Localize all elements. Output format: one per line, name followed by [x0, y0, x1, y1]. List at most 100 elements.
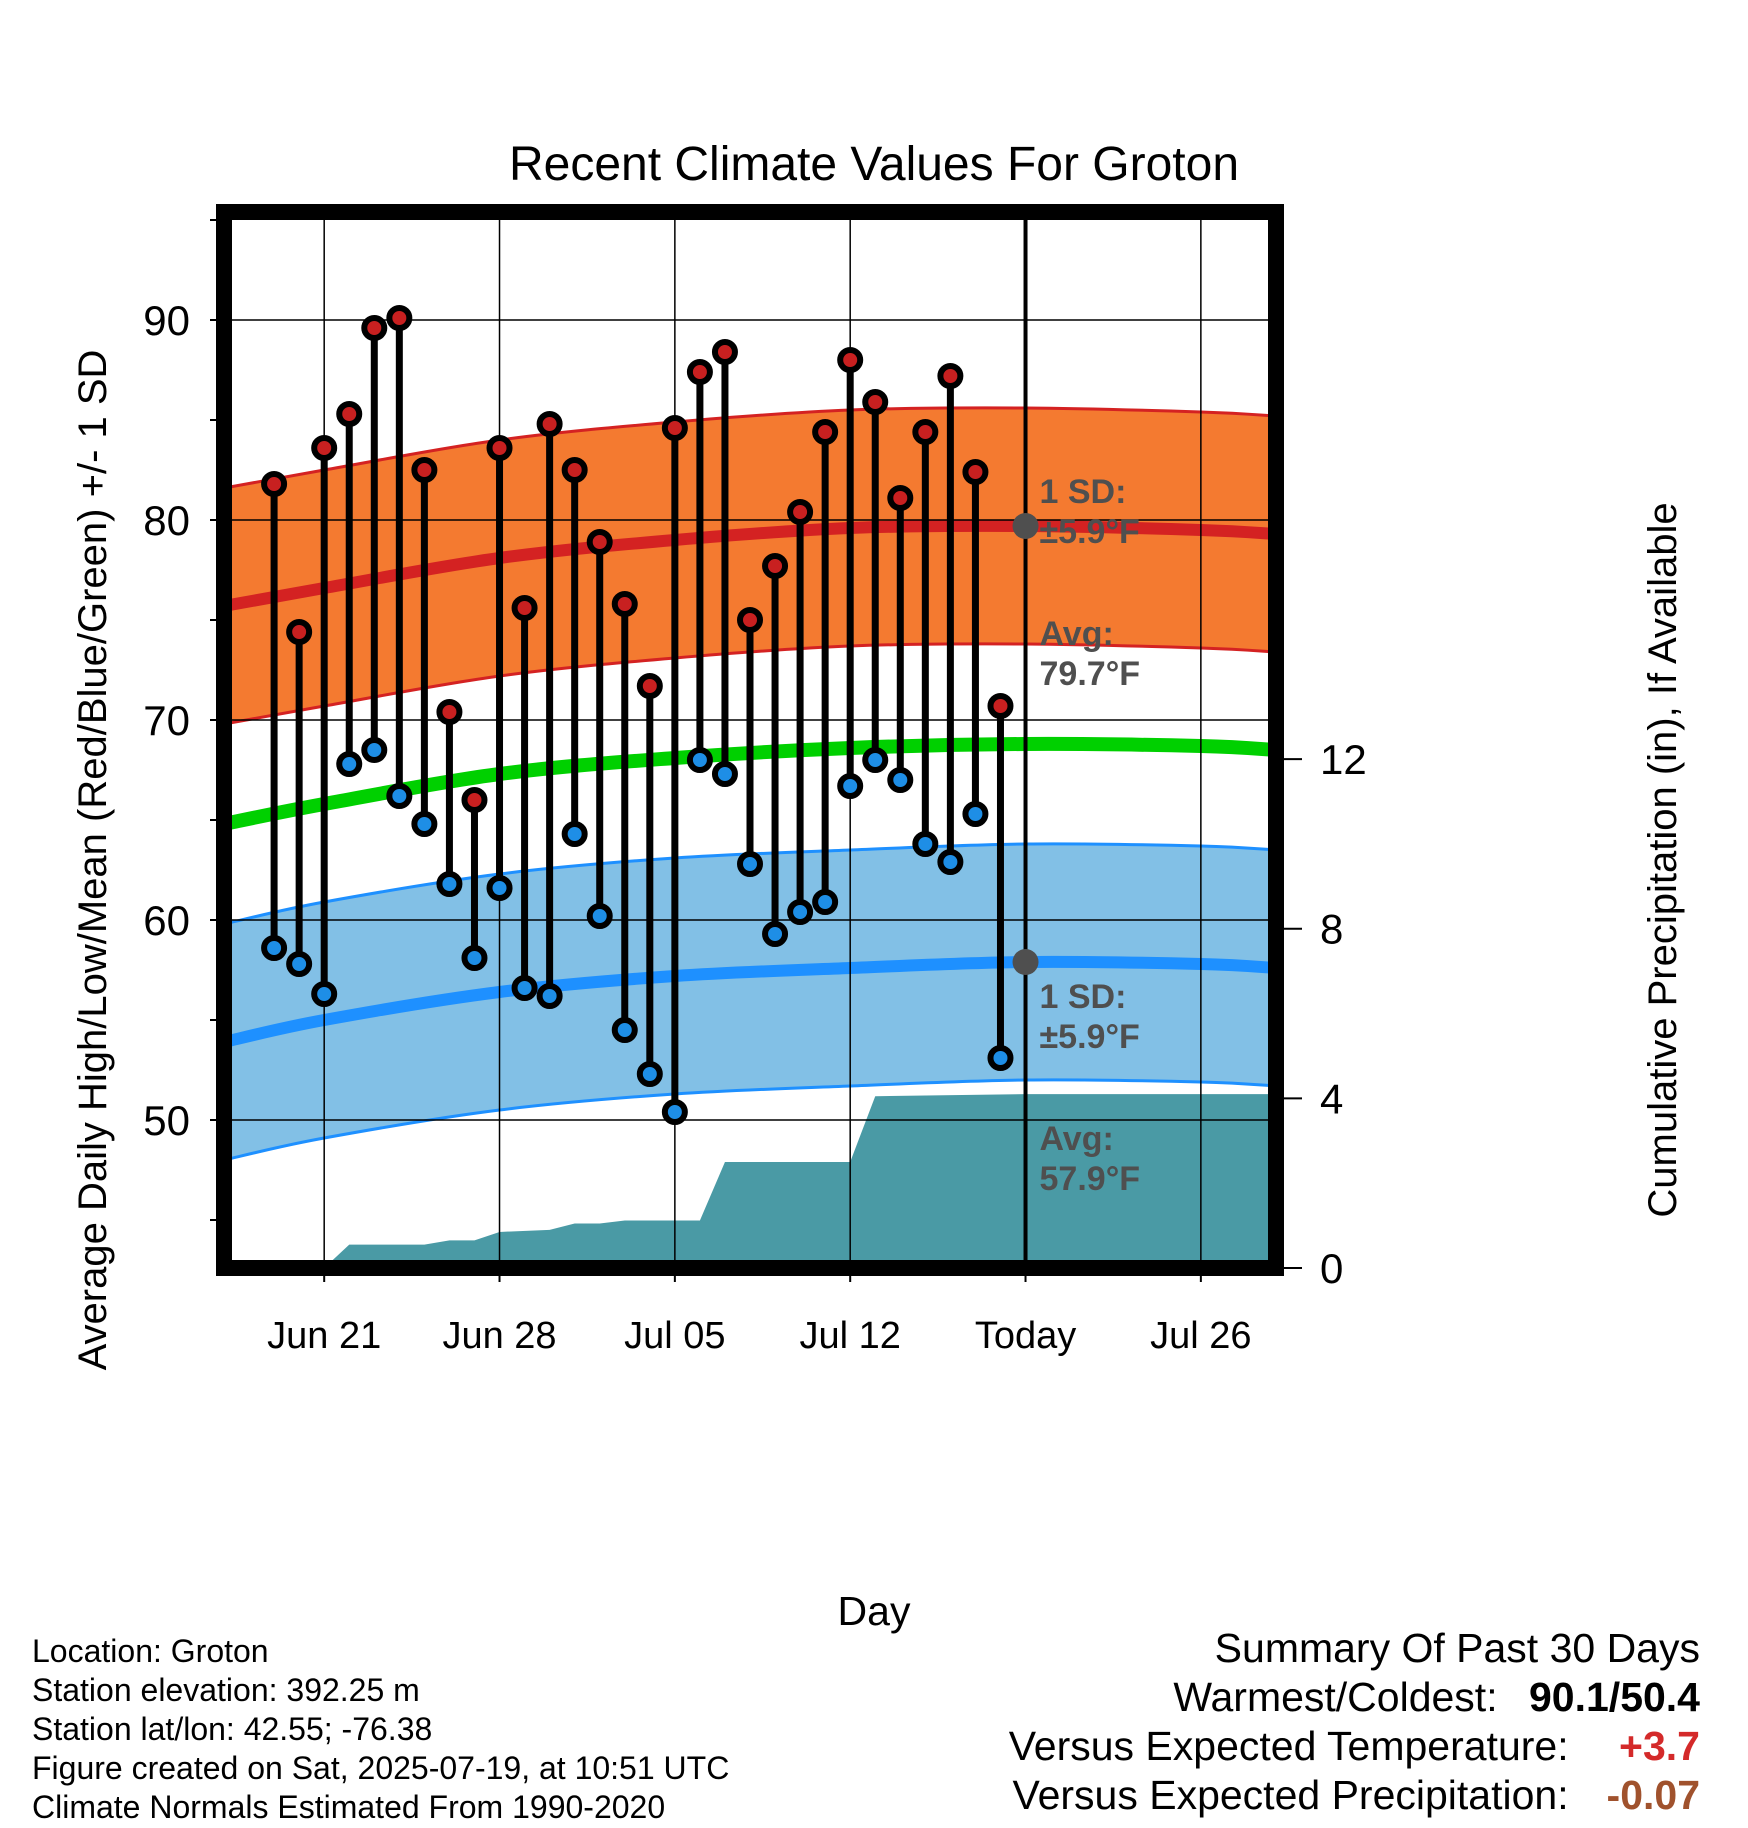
daily-high-point [711, 339, 738, 365]
info-location: Location: Groton [32, 1633, 269, 1669]
low-sd-band [224, 843, 1276, 1160]
summary-temp-row: Versus Expected Temperature: +3.7 [1009, 1722, 1700, 1771]
daily-high-point [636, 673, 663, 699]
normal-high-line [224, 519, 1276, 612]
y-tick-label: 50 [143, 1097, 190, 1144]
daily-low-point [611, 1017, 638, 1043]
summary-precip-label: Versus Expected Precipitation: [1012, 1772, 1569, 1818]
summary-precip-value: -0.07 [1606, 1772, 1700, 1818]
daily-low-point [561, 821, 588, 847]
daily-low-point [887, 767, 914, 793]
y-tick-label: 60 [143, 897, 190, 944]
high-avg-annotation-line: 79.7°F [1040, 655, 1141, 693]
daily-low-point [286, 951, 313, 977]
daily-high-point [386, 305, 413, 331]
today-low-normal-marker [1012, 949, 1039, 975]
daily-high-point [837, 347, 864, 373]
x-tick-label: Jul 26 [1150, 1315, 1251, 1357]
summary-temp-value: +3.7 [1619, 1723, 1700, 1769]
daily-high-point [862, 389, 889, 415]
low-sd-band-lower-edge [224, 1078, 1276, 1162]
info-elevation: Station elevation: 392.25 m [32, 1672, 420, 1708]
daily-low-point [311, 981, 338, 1007]
y-tick-label: 90 [143, 297, 190, 344]
today-days-label: 30 Days [1038, 1380, 1119, 1458]
low-sd-annotation-line: 1 SD: [1040, 978, 1127, 1016]
high-sd-annotation-line: ±5.9°F [1040, 513, 1140, 551]
daily-low-point [586, 903, 613, 929]
normal-low-line [224, 955, 1276, 1048]
daily-high-point [361, 315, 388, 341]
daily-low-point [812, 889, 839, 915]
daily-high-point [762, 553, 789, 579]
daily-low-point [386, 783, 413, 809]
daily-high-point [787, 499, 814, 525]
daily-low-point [261, 935, 288, 961]
high-sd-band-upper-edge [224, 406, 1276, 490]
low-avg-annotation: Avg: 57.9°F [1040, 1120, 1141, 1198]
daily-high-point [812, 419, 839, 445]
x-tick-label: Jul 12 [799, 1315, 900, 1357]
high-avg-annotation-line: Avg: [1040, 615, 1114, 653]
y2-tick-label: 4 [1320, 1075, 1343, 1122]
daily-low-point [837, 773, 864, 799]
daily-high-point [561, 457, 588, 483]
daily-low-point [912, 831, 939, 857]
daily-low-point [762, 921, 789, 947]
daily-high-point [887, 485, 914, 511]
daily-high-point [536, 411, 563, 437]
daily-low-point [436, 871, 463, 897]
today-days-label-line: Days [1038, 1420, 1119, 1458]
daily-high-point [436, 699, 463, 725]
high-sd-annotation-line: 1 SD: [1040, 473, 1127, 511]
summary-precip-row: Versus Expected Precipitation: -0.07 [1009, 1771, 1701, 1820]
daily-low-point [862, 747, 889, 773]
today-high-normal-marker [1012, 513, 1039, 539]
today-days-label-line: 30 [1038, 1380, 1076, 1418]
summary-warmest-row: Warmest/Coldest: 90.1/50.4 [1009, 1673, 1700, 1722]
summary-panel: Summary Of Past 30 Days Warmest/Coldest:… [1009, 1624, 1700, 1820]
daily-high-point [461, 787, 488, 813]
daily-low-point [711, 761, 738, 787]
daily-high-point [737, 607, 763, 633]
daily-low-point [411, 811, 438, 837]
daily-high-point [511, 595, 538, 621]
daily-low-point [636, 1061, 663, 1087]
x-tick-label: Jun 21 [267, 1315, 381, 1357]
daily-high-point [586, 529, 613, 555]
daily-high-point [937, 363, 964, 389]
daily-high-point [661, 415, 688, 441]
info-created: Figure created on Sat, 2025-07-19, at 10… [32, 1750, 730, 1786]
low-sd-annotation: 1 SD: ±5.9°F [1040, 978, 1140, 1056]
daily-low-point [511, 975, 538, 1001]
y2-tick-label: 8 [1320, 906, 1343, 953]
y-tick-label: 80 [143, 497, 190, 544]
y2-axis-label: Cumulative Precipitation (in), If Availa… [1641, 502, 1685, 1217]
daily-low-point [937, 849, 964, 875]
daily-high-point [261, 471, 288, 497]
daily-high-point [336, 401, 363, 427]
summary-warmest-label: Warmest/Coldest: [1173, 1674, 1498, 1720]
summary-temp-label: Versus Expected Temperature: [1008, 1723, 1569, 1769]
daily-low-point [661, 1099, 688, 1125]
high-sd-band [224, 407, 1276, 724]
daily-low-point [536, 983, 563, 1009]
daily-low-point [787, 899, 814, 925]
daily-low-point [461, 945, 488, 971]
daily-high-point [686, 359, 713, 385]
low-avg-annotation-line: 57.9°F [1040, 1160, 1141, 1198]
info-normals: Climate Normals Estimated From 1990-2020 [32, 1789, 666, 1825]
daily-low-point [962, 801, 989, 827]
x-axis-label: Day [838, 1588, 911, 1634]
daily-high-point [486, 435, 513, 461]
low-avg-annotation-line: Avg: [1040, 1120, 1114, 1158]
y-tick-label: 70 [143, 697, 190, 744]
daily-low-point [336, 751, 363, 777]
daily-high-point [311, 435, 338, 461]
high-sd-annotation: 1 SD: ±5.9°F [1040, 473, 1140, 551]
high-avg-annotation: Avg: 79.7°F [1040, 615, 1141, 693]
summary-warmest-value: 90.1/50.4 [1529, 1674, 1700, 1720]
station-info: Location: Groton Station elevation: 392.… [32, 1632, 729, 1827]
